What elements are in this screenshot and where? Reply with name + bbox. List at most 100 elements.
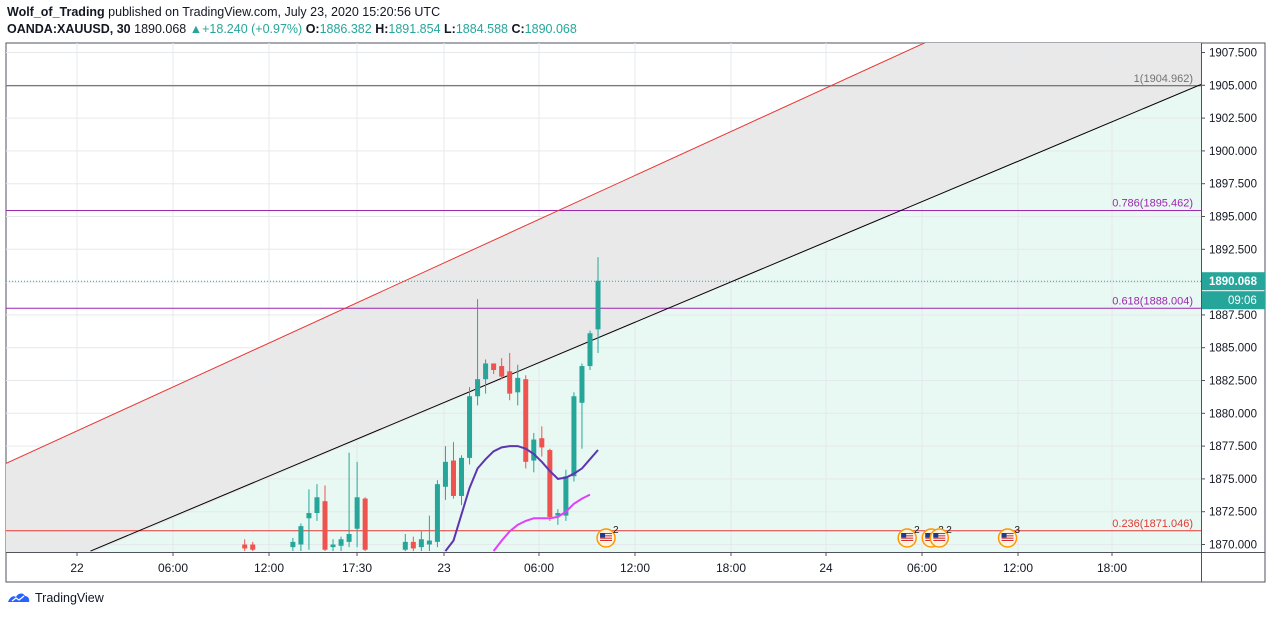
candle-body <box>595 280 601 330</box>
candle-bull <box>467 387 473 465</box>
candle-bear <box>539 426 545 457</box>
time-tick-label: 12:00 <box>620 561 650 575</box>
candle-body <box>587 333 593 367</box>
candle-bear <box>507 352 513 401</box>
candle-body <box>491 363 497 371</box>
candle-bull <box>298 523 304 552</box>
candle-body <box>563 476 569 516</box>
candle-body <box>242 544 248 549</box>
fib-level-label: 0.618(1888.004) <box>1112 295 1193 307</box>
candle-bull <box>459 455 465 506</box>
price-tick-label: 1885.000 <box>1209 343 1257 355</box>
price-tick-label: 1902.500 <box>1209 113 1257 125</box>
ohlc-line: OANDA:XAUUSD, 30 1890.068 ▲+18.240 (+0.9… <box>7 22 577 36</box>
economic-event-marker[interactable] <box>897 528 917 548</box>
candle-bull <box>354 461 360 548</box>
time-tick-label: 06:00 <box>158 561 188 575</box>
open-value: 1886.382 <box>319 22 372 36</box>
economic-event-marker[interactable] <box>997 528 1018 548</box>
time-tick-label: 23 <box>437 561 451 575</box>
candle-body <box>442 461 448 487</box>
candle-body <box>346 534 352 542</box>
candle-body <box>555 513 561 516</box>
candle-body <box>459 457 465 496</box>
price-tick-label: 1880.000 <box>1209 408 1257 420</box>
fib-zone-mint <box>6 84 1201 552</box>
upper-trendline <box>6 43 926 464</box>
last-price-tag <box>1202 272 1265 291</box>
price-tick-label: 1892.500 <box>1209 244 1257 256</box>
high-value: 1891.854 <box>388 22 441 36</box>
candle-bear <box>242 539 248 552</box>
candle-body <box>330 544 336 548</box>
candle-bull <box>338 536 344 552</box>
countdown-tag <box>1202 291 1265 310</box>
candle-body <box>434 484 440 542</box>
candle-bear <box>491 363 497 374</box>
low-value: 1884.588 <box>455 22 508 36</box>
footer: TradingView <box>7 591 104 605</box>
price-tick-label: 1897.500 <box>1209 179 1257 191</box>
publisher-line: Wolf_of_Trading published on TradingView… <box>7 5 440 19</box>
time-tick-label: 17:30 <box>342 561 372 575</box>
price-tick-label: 1870.000 <box>1209 540 1257 552</box>
candle-body <box>338 539 344 546</box>
fib-level-label: 1(1904.962) <box>1134 73 1193 85</box>
candle-bull <box>531 432 537 473</box>
tradingview-logo-icon <box>8 593 30 602</box>
symbol-label: OANDA:XAUUSD, 30 <box>7 22 131 36</box>
channel-fill <box>6 43 1201 552</box>
candle-bull <box>306 489 312 550</box>
candle-bear <box>523 375 529 469</box>
candle-body <box>475 379 481 397</box>
price-tick-label: 1872.500 <box>1209 507 1257 519</box>
candle-body <box>426 540 432 545</box>
fib-level-label: 0.786(1895.462) <box>1112 197 1193 209</box>
candle-body <box>523 379 529 462</box>
candle-body <box>450 460 456 496</box>
candle-bull <box>418 531 424 552</box>
price-tick-label: 1882.500 <box>1209 376 1257 388</box>
candle-bear <box>362 497 368 552</box>
countdown-label: 09:06 <box>1228 295 1257 307</box>
candle-bull <box>579 363 585 449</box>
ma-fast-line <box>492 493 591 552</box>
time-tick-label: 12:00 <box>254 561 284 575</box>
time-tick-label: 22 <box>70 561 84 575</box>
candle-body <box>402 541 408 550</box>
time-tick-label: 12:00 <box>1003 561 1033 575</box>
lower-trendline <box>90 83 1201 552</box>
candle-bull <box>571 392 577 482</box>
candle-body <box>354 497 360 529</box>
candle-body <box>306 513 312 519</box>
candle-bear <box>499 358 505 380</box>
candle-bear <box>450 442 456 499</box>
close-label: C: <box>511 22 525 36</box>
candle-bull <box>426 515 432 552</box>
event-count-label: 2 <box>946 525 952 536</box>
price-tick-label: 1887.500 <box>1209 310 1257 322</box>
candle-body <box>483 363 489 380</box>
candle-body <box>539 438 545 448</box>
candle-body <box>515 377 521 393</box>
candle-bear <box>547 448 553 521</box>
price-tick-label: 1895.000 <box>1209 212 1257 224</box>
price-tick-label: 1905.000 <box>1209 80 1257 92</box>
published-text: published on TradingView.com, July 23, 2… <box>108 5 441 19</box>
candle-body <box>418 539 424 548</box>
price-tick-label: 1877.500 <box>1209 441 1257 453</box>
economic-event-marker[interactable] <box>596 528 616 548</box>
author-name[interactable]: Wolf_of_Trading <box>7 5 105 19</box>
candle-bull <box>434 480 440 548</box>
candle-body <box>290 541 296 548</box>
candle-body <box>298 526 304 545</box>
tradingview-brand[interactable]: TradingView <box>35 591 104 605</box>
candle-bear <box>322 485 328 552</box>
economic-event-marker[interactable] <box>929 528 950 548</box>
candle-body <box>547 450 553 517</box>
up-arrow-icon: ▲ <box>189 22 203 36</box>
candle-bull <box>330 539 336 552</box>
candle-body <box>507 371 513 394</box>
fib-level-label: 0.236(1871.046) <box>1112 518 1193 530</box>
